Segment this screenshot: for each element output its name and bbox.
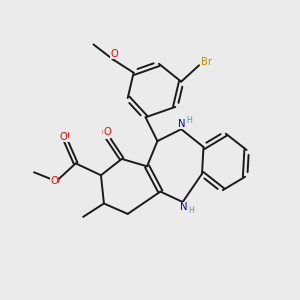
Text: methyl: methyl <box>31 171 36 172</box>
Text: O: O <box>60 132 68 142</box>
Text: H: H <box>188 206 194 215</box>
Text: O: O <box>51 176 59 186</box>
Text: O: O <box>110 49 118 59</box>
Text: O: O <box>103 127 111 137</box>
Text: O: O <box>61 131 69 141</box>
Text: Br: Br <box>201 57 212 67</box>
Text: H: H <box>187 116 193 125</box>
Text: O: O <box>101 128 109 138</box>
Text: N: N <box>179 202 187 212</box>
Text: O: O <box>50 176 58 186</box>
Text: N: N <box>178 119 186 129</box>
